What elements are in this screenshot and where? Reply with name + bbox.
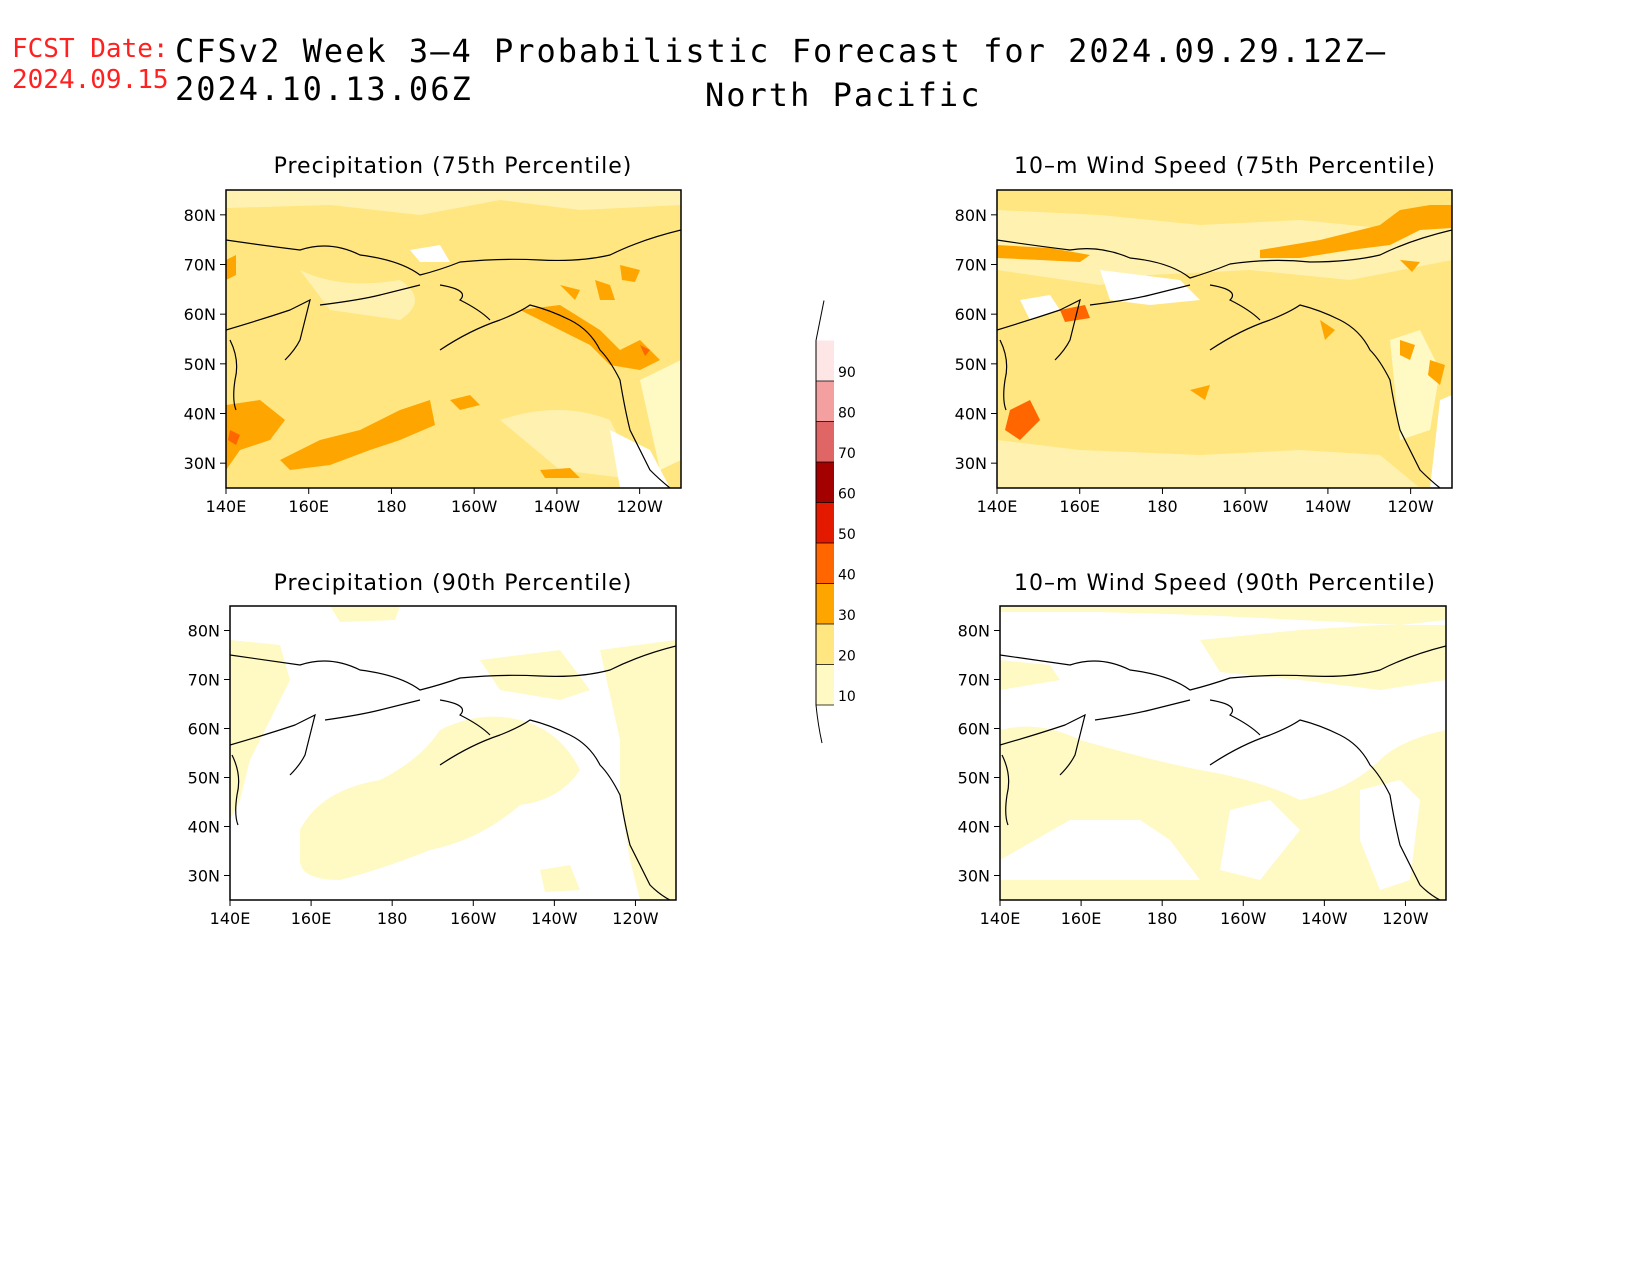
lon-tick-label: 120W [616,497,663,516]
precip-75-field [226,190,681,488]
forecast-date-label: FCST Date: [12,34,169,64]
lon-tick-label: 160W [1222,497,1269,516]
lon-tick-label: 160E [288,497,329,516]
lat-tick-label: 70N [184,256,216,275]
lon-tick-label: 180 [376,497,407,516]
colorbar-swatch [816,543,834,584]
lon-tick-label: 180 [1147,497,1178,516]
lon-tick-label: 160E [291,909,332,928]
panel-title: 10–m Wind Speed (75th Percentile) [1014,154,1436,179]
colorbar-swatch [816,340,834,381]
colorbar: 10 20 30 40 50 60 70 80 90 [815,300,856,744]
panel-wind-90: 10–m Wind Speed (90th Percentile) [999,571,1447,901]
panel-title: Precipitation (75th Percentile) [274,154,633,179]
lat-tick-label: 80N [184,206,216,225]
lon-tick-label: 180 [1147,909,1178,928]
colorbar-label: 50 [838,527,856,543]
colorbar-bottom-cap [815,704,823,744]
panel-wind-75: 10–m Wind Speed (75th Percentile) [996,154,1453,489]
lon-tick-label: 120W [1382,909,1429,928]
lat-tick-label: 40N [188,818,220,837]
lat-tick-label: 40N [958,818,990,837]
lat-tick-label: 50N [955,355,987,374]
colorbar-label: 10 [838,689,856,705]
lon-tick-label: 160E [1061,909,1102,928]
lat-tick-label: 60N [184,305,216,324]
lat-tick-label: 80N [955,206,987,225]
panel-precip-90: Precipitation (90th Percentile) [229,571,677,901]
lon-tick-label: 140W [531,909,578,928]
lon-tick-label: 140E [206,497,247,516]
lon-tick-label: 140W [534,497,581,516]
lon-tick-label: 120W [612,909,659,928]
colorbar-swatch [816,502,834,543]
panel-precip-75: Precipitation (75th Percentile) [225,154,682,489]
colorbar-label: 80 [838,406,856,422]
colorbar-swatch [816,381,834,422]
forecast-date-value: 2024.09.15 [12,65,169,95]
lon-tick-label: 160W [451,497,498,516]
colorbar-label: 60 [838,487,856,503]
lon-tick-label: 140W [1301,909,1348,928]
lon-tick-label: 160W [1220,909,1267,928]
colorbar-top-cap [815,300,825,341]
colorbar-label: 90 [838,365,856,381]
lat-tick-label: 40N [955,405,987,424]
colorbar-swatch [816,664,834,705]
lon-tick-label: 160W [450,909,497,928]
precip-90-field [230,606,676,900]
colorbar-label: 70 [838,446,856,462]
wind-90-field [1000,606,1446,900]
colorbar-swatch [816,462,834,503]
lat-tick-label: 50N [188,769,220,788]
region-subtitle: North Pacific [705,76,982,114]
lat-tick-label: 50N [184,355,216,374]
lat-tick-label: 30N [184,454,216,473]
lat-tick-label: 80N [958,622,990,641]
lat-tick-label: 50N [958,769,990,788]
lon-tick-label: 160E [1059,497,1100,516]
lat-tick-label: 40N [184,405,216,424]
lon-tick-label: 140E [980,909,1021,928]
colorbar-swatch [816,583,834,624]
lon-tick-label: 180 [377,909,408,928]
lat-tick-label: 60N [955,305,987,324]
colorbar-swatch [816,421,834,462]
panel-title: Precipitation (90th Percentile) [274,571,633,596]
lat-tick-label: 80N [188,622,220,641]
lon-tick-label: 140W [1305,497,1352,516]
lon-tick-label: 140E [977,497,1018,516]
colorbar-label: 20 [838,649,856,665]
lat-tick-label: 30N [958,867,990,886]
wind-75-field [997,190,1452,488]
lat-tick-label: 70N [188,671,220,690]
axis-labels: 140E 160E 180 160W 140W 120W 80N 70N 60N 50N 40N 30… [184,206,1434,928]
lon-tick-label: 140E [210,909,251,928]
main-title: CFSv2 Week 3–4 Probabilistic Forecast fo… [175,32,1388,108]
colorbar-label: 40 [838,568,856,584]
panel-title: 10–m Wind Speed (90th Percentile) [1014,571,1436,596]
lat-tick-label: 60N [958,720,990,739]
lat-tick-label: 70N [955,256,987,275]
lat-tick-label: 30N [188,867,220,886]
lat-tick-label: 60N [188,720,220,739]
forecast-date: FCST Date: 2024.09.15 [12,34,169,96]
lat-tick-label: 30N [955,454,987,473]
colorbar-label: 30 [838,608,856,624]
lon-tick-label: 120W [1387,497,1434,516]
lat-tick-label: 70N [958,671,990,690]
colorbar-swatch [816,624,834,665]
